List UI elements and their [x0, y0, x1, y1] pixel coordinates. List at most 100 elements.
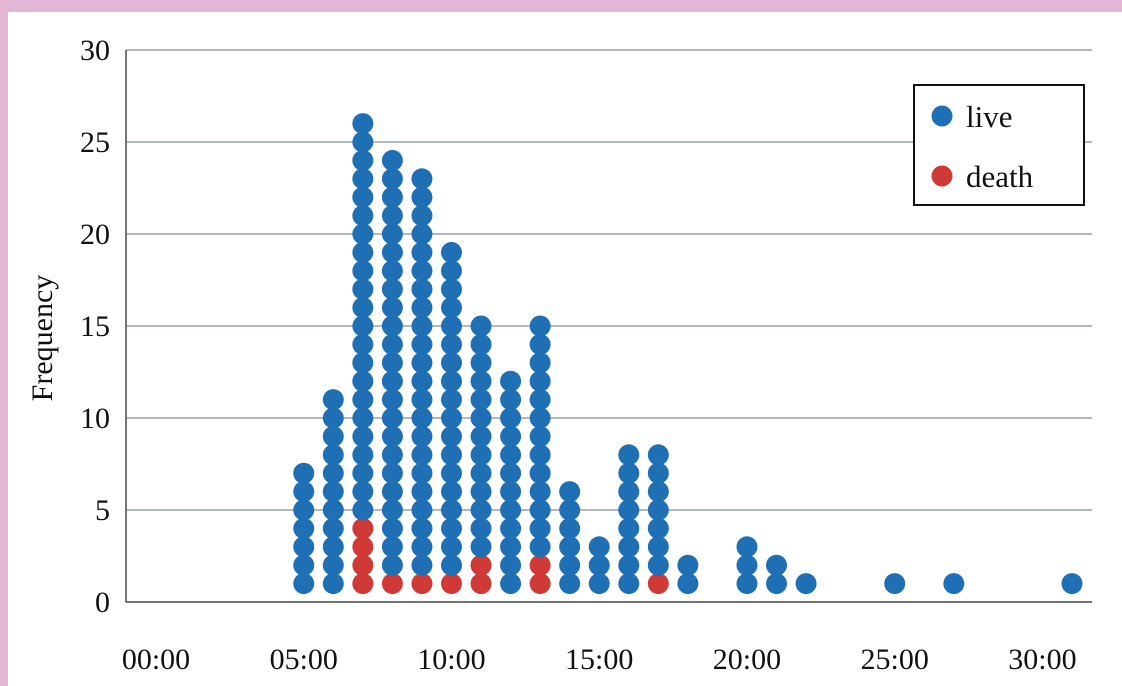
live-point: [322, 536, 344, 558]
live-point: [440, 444, 462, 466]
x-tick-label: 05:00: [270, 643, 338, 676]
live-point: [440, 333, 462, 355]
live-point: [352, 205, 374, 227]
y-tick-label: 15: [80, 310, 110, 343]
live-point: [440, 499, 462, 521]
live-point: [559, 481, 581, 503]
live-point: [470, 352, 492, 374]
live-point: [618, 444, 640, 466]
y-tick-label: 20: [80, 218, 110, 251]
live-point: [884, 573, 906, 595]
live-point: [352, 370, 374, 392]
live-point: [500, 370, 522, 392]
live-point: [529, 333, 551, 355]
live-point: [411, 297, 433, 319]
live-point: [440, 278, 462, 300]
x-tick-label: 10:00: [417, 643, 485, 676]
live-point: [381, 517, 403, 539]
live-point: [381, 554, 403, 576]
live-point: [322, 462, 344, 484]
death-point: [529, 573, 551, 595]
live-point: [381, 499, 403, 521]
data-points: [293, 113, 1083, 595]
live-point: [411, 370, 433, 392]
live-point: [352, 113, 374, 135]
live-point: [500, 573, 522, 595]
y-tick-label: 25: [80, 126, 110, 159]
live-point: [381, 481, 403, 503]
live-point: [529, 407, 551, 429]
live-point: [529, 499, 551, 521]
death-point: [381, 573, 403, 595]
live-point: [411, 223, 433, 245]
live-point: [293, 536, 315, 558]
live-point: [470, 517, 492, 539]
live-point: [352, 462, 374, 484]
live-point: [352, 481, 374, 503]
death-point: [411, 573, 433, 595]
death-point: [352, 554, 374, 576]
live-point: [470, 536, 492, 558]
live-point: [381, 536, 403, 558]
live-point: [381, 260, 403, 282]
live-point: [352, 333, 374, 355]
live-point: [529, 444, 551, 466]
live-point: [529, 370, 551, 392]
live-point: [647, 517, 669, 539]
live-point: [500, 407, 522, 429]
live-point: [381, 168, 403, 190]
live-point: [943, 573, 965, 595]
live-point: [529, 517, 551, 539]
live-point: [588, 536, 610, 558]
live-point: [529, 315, 551, 337]
live-point: [411, 260, 433, 282]
live-point: [381, 352, 403, 374]
live-point: [381, 444, 403, 466]
death-point: [470, 554, 492, 576]
x-tick-label: 15:00: [565, 643, 633, 676]
y-axis-title: Frequency: [26, 275, 59, 402]
live-point: [352, 425, 374, 447]
live-point: [352, 444, 374, 466]
live-point: [440, 481, 462, 503]
live-point: [440, 536, 462, 558]
live-point: [736, 573, 758, 595]
live-point: [352, 223, 374, 245]
live-point: [647, 499, 669, 521]
live-point: [381, 186, 403, 208]
live-point: [470, 370, 492, 392]
live-point: [411, 481, 433, 503]
live-point: [440, 297, 462, 319]
live-point: [559, 536, 581, 558]
live-point: [352, 149, 374, 171]
gridlines: [126, 49, 1092, 603]
live-point: [440, 462, 462, 484]
live-point: [381, 297, 403, 319]
live-point: [470, 425, 492, 447]
live-point: [470, 407, 492, 429]
live-point: [618, 573, 640, 595]
live-point: [766, 573, 788, 595]
live-point: [440, 370, 462, 392]
live-point: [352, 389, 374, 411]
live-point: [618, 554, 640, 576]
live-point: [647, 444, 669, 466]
live-point: [559, 517, 581, 539]
live-point: [411, 462, 433, 484]
live-point: [529, 536, 551, 558]
live-point: [381, 333, 403, 355]
x-tick-label: 30:00: [1008, 643, 1076, 676]
live-point: [411, 186, 433, 208]
live-point: [559, 573, 581, 595]
live-point: [470, 389, 492, 411]
live-point: [322, 389, 344, 411]
live-point: [352, 297, 374, 319]
live-point: [440, 241, 462, 263]
live-point: [381, 425, 403, 447]
live-point: [440, 407, 462, 429]
live-point: [500, 481, 522, 503]
live-point: [440, 554, 462, 576]
live-point: [322, 517, 344, 539]
live-point: [411, 278, 433, 300]
live-point: [411, 352, 433, 374]
